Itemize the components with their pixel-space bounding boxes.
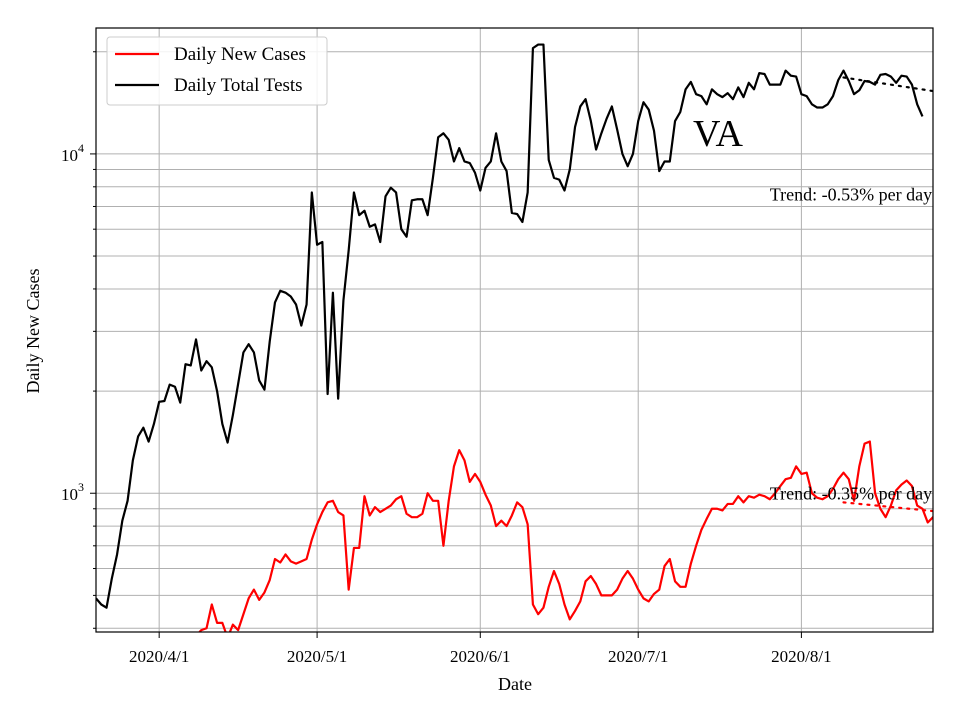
y-tick-base: 10 (61, 485, 78, 504)
trend-annotation: Trend: -0.35% per day (770, 483, 932, 503)
x-axis-label: Date (498, 674, 532, 694)
y-tick-exponent: 4 (78, 141, 84, 155)
y-tick-label: 104 (61, 141, 84, 165)
y-tick-base: 10 (61, 146, 78, 165)
y-axis-label: Daily New Cases (23, 269, 43, 394)
y-tick-label: 103 (61, 480, 84, 504)
trend-line-0 (842, 501, 933, 513)
trend-line-1 (842, 76, 933, 93)
plot-frame (95, 27, 934, 633)
x-tick-label: 2020/8/1 (771, 647, 831, 666)
annotations: Trend: -0.53% per day Trend: -0.35% per d… (770, 184, 932, 503)
series-line-0 (198, 440, 933, 632)
x-tick-label: 2020/5/1 (287, 647, 347, 666)
legend-label: Daily New Cases (174, 44, 306, 65)
ticks: 2020/4/1 2020/5/1 2020/6/1 2020/7/1 2020/8/1… (61, 51, 832, 666)
legend-label: Daily Total Tests (174, 75, 303, 96)
series-layer (96, 43, 933, 632)
legend: Daily New Cases Daily Total Tests (106, 36, 328, 106)
x-tick-label: 2020/6/1 (450, 647, 510, 666)
region-label: VA (693, 113, 744, 155)
series-line-1 (96, 43, 924, 609)
x-tick-label: 2020/4/1 (129, 647, 189, 666)
x-tick-label: 2020/7/1 (608, 647, 668, 666)
trend-annotation: Trend: -0.53% per day (770, 184, 932, 204)
legend-box (106, 36, 328, 106)
y-tick-exponent: 3 (78, 480, 84, 494)
